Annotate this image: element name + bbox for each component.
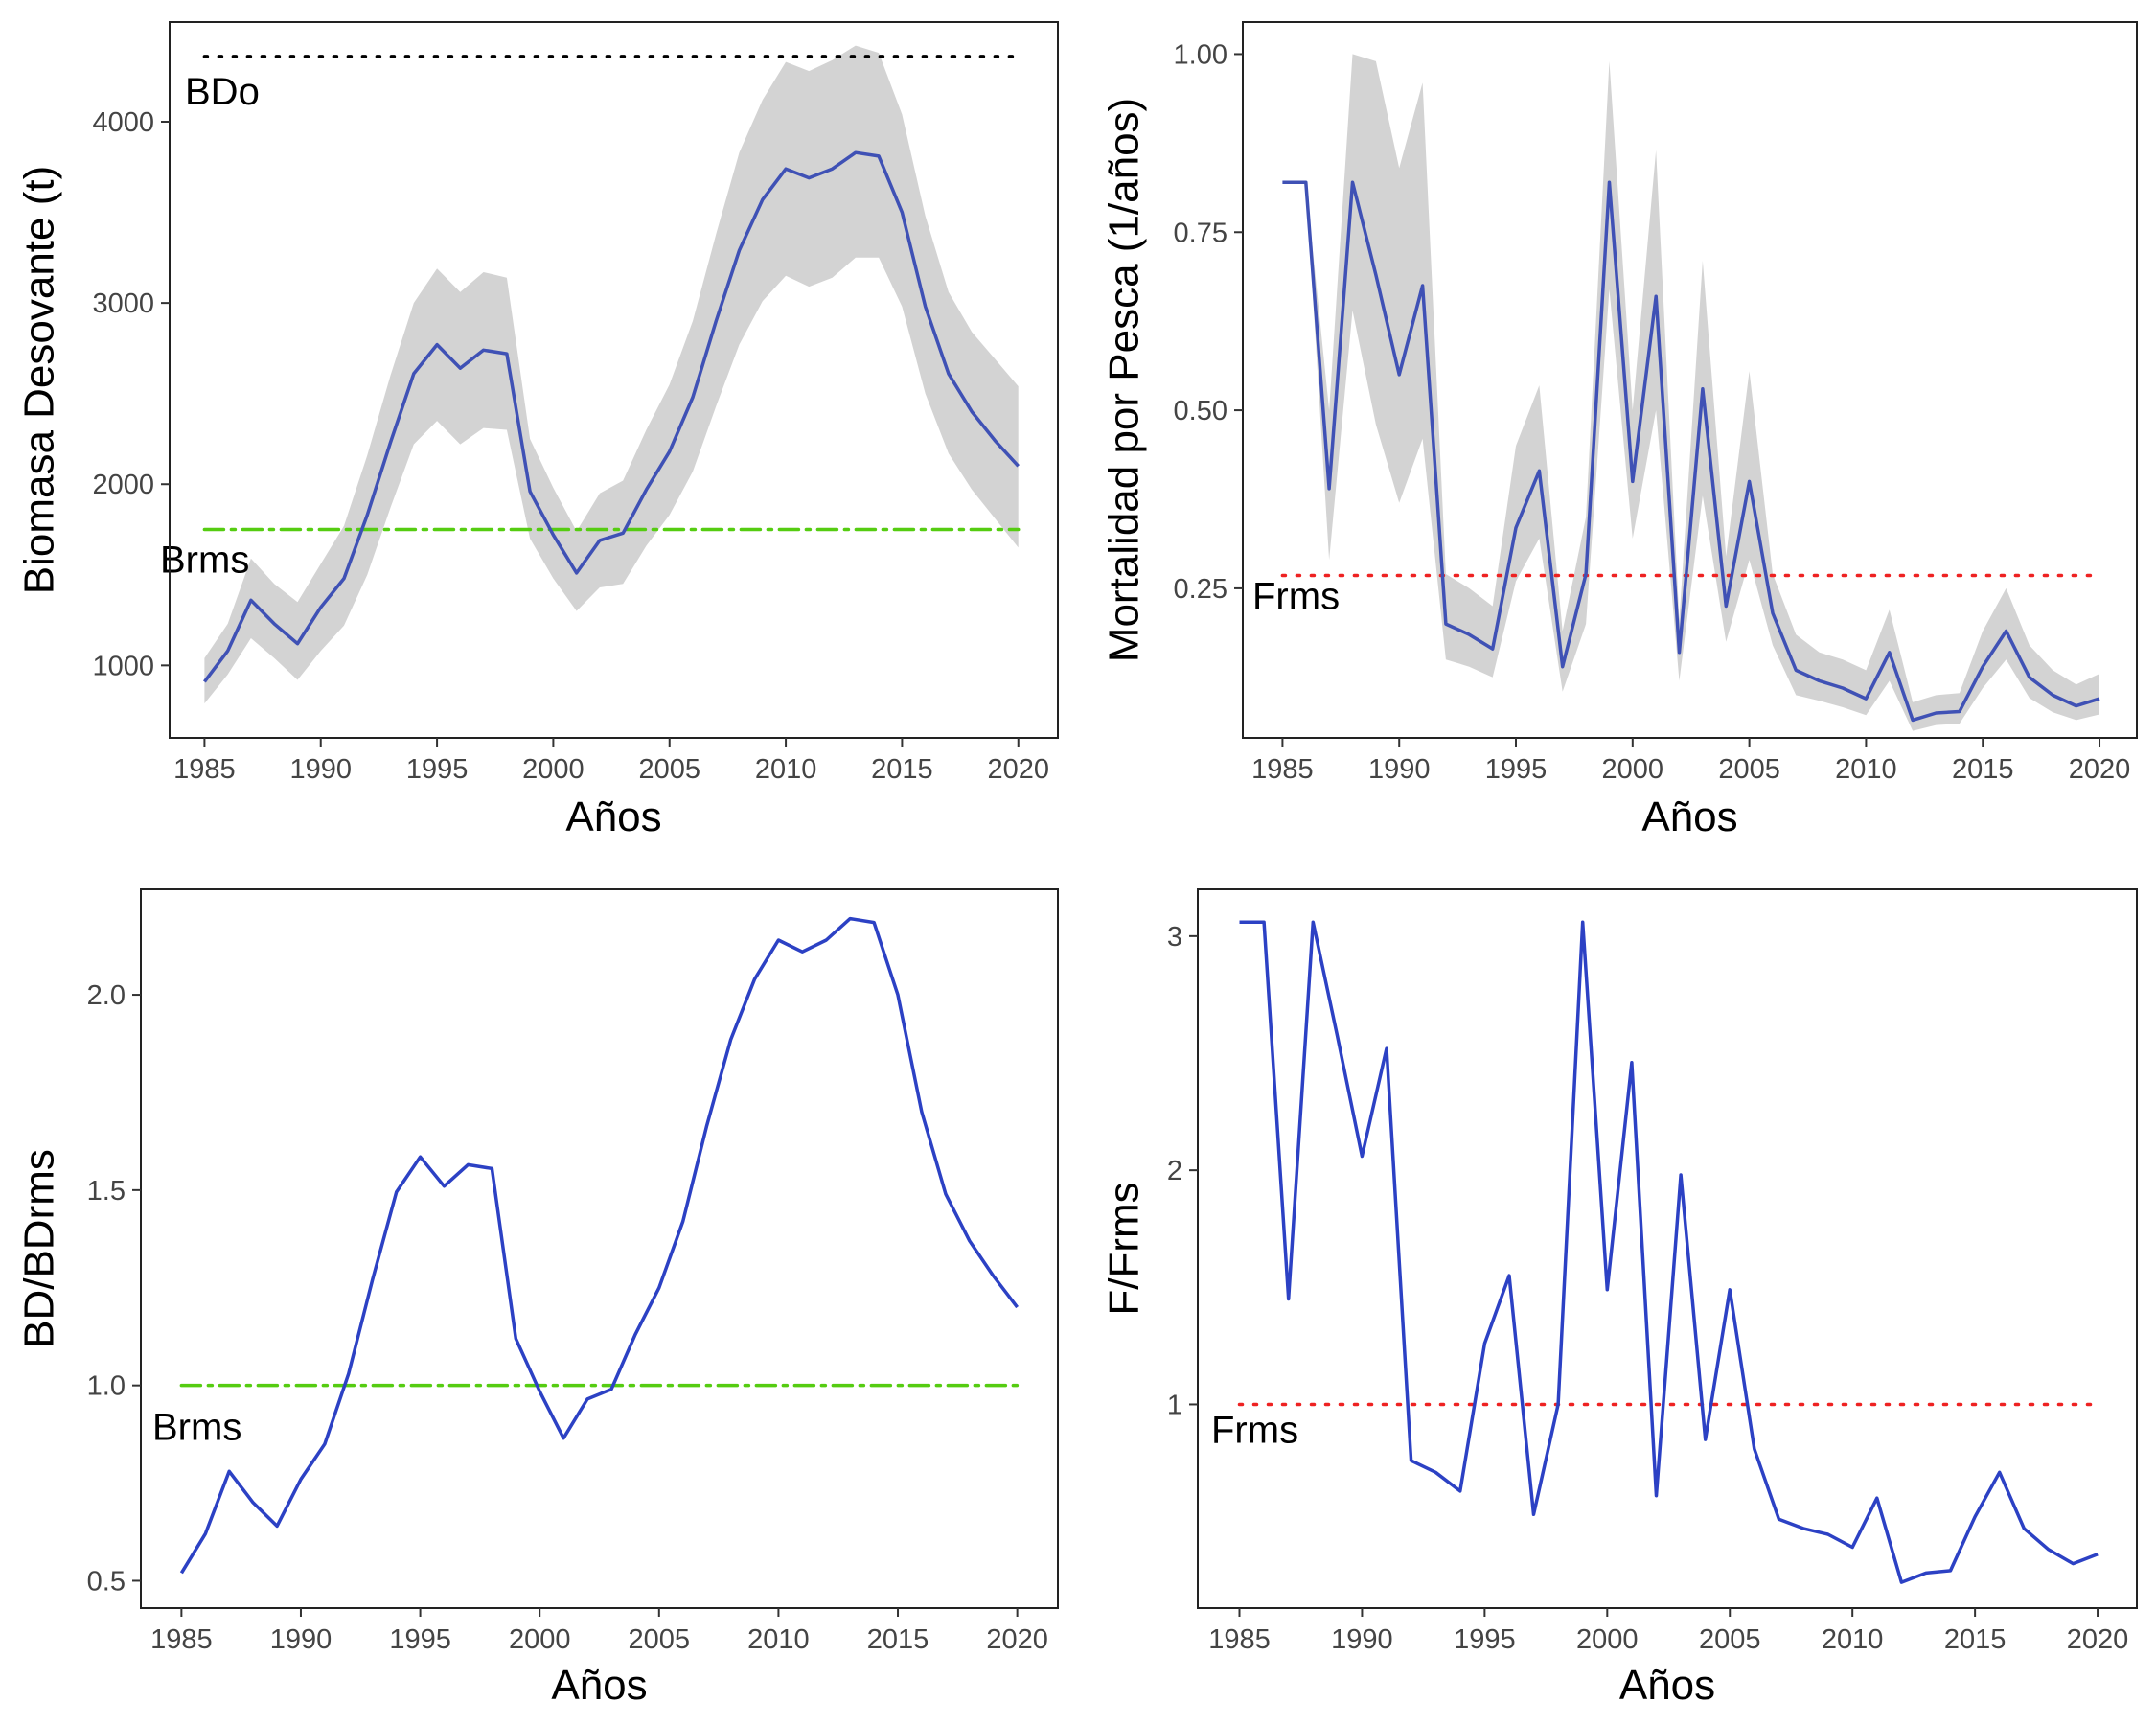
series-line	[203, 150, 1020, 683]
y-tick-label: 3000	[92, 288, 154, 319]
reference-label-frms: Frms	[1252, 576, 1340, 618]
x-tick-label: 1995	[1485, 754, 1548, 785]
x-tick-label: 1995	[406, 754, 469, 785]
x-tick-label: 2005	[1718, 754, 1780, 785]
y-tick-label: 1000	[92, 651, 154, 681]
y-tick-label: 0.5	[87, 1566, 126, 1597]
x-tick-label: 2015	[1952, 754, 2014, 785]
x-tick-label: 1990	[270, 1624, 333, 1655]
panel-3: Brms 1985 1990 1995 2000 2005 2010 2015 2020 0.5 1…	[15, 888, 1059, 1709]
y-tick-label: 4000	[92, 107, 154, 138]
x-tick-label: 1995	[1454, 1624, 1516, 1655]
x-tick-label: 2015	[867, 1624, 929, 1655]
series-line	[179, 916, 1019, 1575]
x-tick-label: 2020	[2067, 1624, 2129, 1655]
x-tick-label: 2020	[2069, 754, 2131, 785]
x-axis-title: Años	[1619, 1662, 1715, 1709]
x-tick-label: 1990	[1331, 1624, 1393, 1655]
x-tick-label: 1985	[173, 754, 236, 785]
x-tick-label: 2005	[629, 1624, 691, 1655]
confidence-band	[204, 45, 1019, 704]
x-tick-label: 2010	[1835, 754, 1897, 785]
x-tick-label: 1990	[1368, 754, 1431, 785]
x-tick-label: 2015	[871, 754, 933, 785]
y-tick-label: 1.00	[1174, 39, 1227, 70]
x-tick-label: 1985	[1251, 754, 1314, 785]
x-tick-label: 2015	[1944, 1624, 2007, 1655]
reference-label-brms: Brms	[152, 1407, 241, 1449]
series-line	[1239, 920, 2099, 1584]
panel-border	[1197, 888, 2138, 1609]
reference-label-frms: Frms	[1211, 1409, 1298, 1451]
x-tick-label: 2005	[638, 754, 700, 785]
panel-border	[140, 888, 1059, 1609]
y-axis-title: BD/BDrms	[15, 1149, 62, 1348]
reference-label-brms: Brms	[160, 540, 249, 582]
x-tick-label: 2000	[1602, 754, 1664, 785]
y-axis-title: Mortalidad por Pesca (1/años)	[1100, 98, 1147, 662]
y-tick-label: 0.25	[1174, 574, 1227, 605]
x-tick-label: 2010	[755, 754, 817, 785]
x-axis-title: Años	[565, 794, 661, 840]
y-tick-label: 2.0	[87, 980, 126, 1011]
y-tick-label: 1.0	[87, 1371, 126, 1402]
x-tick-label: 2020	[986, 1624, 1048, 1655]
panel-1: BDo Brms 1985 1990 1995 2000 2005 2010 2015 2020 1…	[15, 21, 1059, 840]
y-tick-label: 0.75	[1174, 218, 1227, 248]
y-tick-label: 1.5	[87, 1176, 126, 1207]
y-tick-label: 0.50	[1174, 396, 1227, 426]
x-tick-label: 2000	[522, 754, 585, 785]
x-tick-label: 1990	[289, 754, 352, 785]
panel-2: Frms 1985 1990 1995 2000 2005 2010 2015 2020 0.25…	[1100, 21, 2138, 840]
x-tick-label: 2005	[1699, 1624, 1761, 1655]
panel-border	[169, 21, 1059, 739]
y-tick-label: 1	[1167, 1390, 1182, 1420]
x-tick-label: 2020	[987, 754, 1049, 785]
x-tick-label: 1995	[389, 1624, 451, 1655]
x-tick-label: 2010	[1822, 1624, 1884, 1655]
x-tick-label: 1985	[1208, 1624, 1271, 1655]
confidence-band	[1282, 54, 2099, 731]
x-tick-label: 2010	[747, 1624, 810, 1655]
y-axis-title: Biomasa Desovante (t)	[15, 166, 62, 595]
x-tick-label: 2000	[1576, 1624, 1639, 1655]
panel-4: Frms 1985 1990 1995 2000 2005 2010 2015 2020 1 2 3 A…	[1100, 888, 2138, 1709]
y-tick-label: 2	[1167, 1156, 1182, 1186]
x-tick-label: 2000	[509, 1624, 571, 1655]
x-tick-label: 1985	[150, 1624, 213, 1655]
y-tick-label: 3	[1167, 922, 1182, 953]
y-axis-title: F/Frms	[1100, 1182, 1147, 1315]
reference-label-bdo: BDo	[185, 71, 260, 113]
y-tick-label: 2000	[92, 470, 154, 500]
panel-border	[1242, 21, 2138, 739]
series-line	[1282, 180, 2100, 723]
x-axis-title: Años	[551, 1662, 647, 1709]
x-axis-title: Años	[1641, 794, 1737, 840]
